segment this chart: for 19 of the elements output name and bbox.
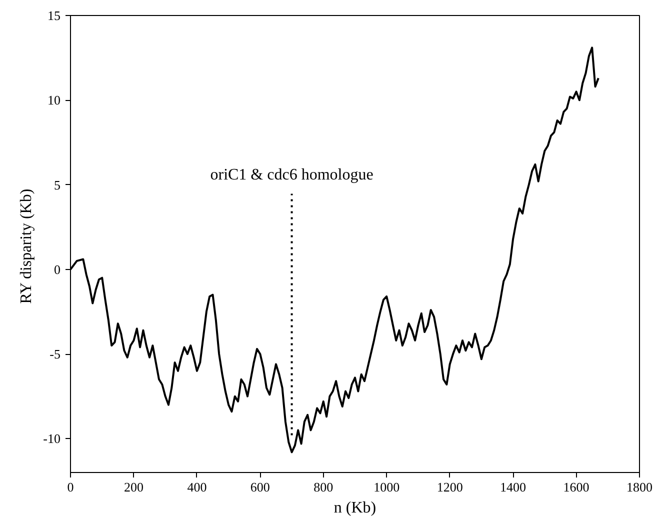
x-tick-label: 0 [67, 480, 74, 494]
x-tick-label: 200 [124, 480, 144, 494]
y-tick-label: -5 [50, 346, 61, 362]
x-tick-label: 1200 [436, 480, 463, 494]
y-tick-label: 0 [54, 262, 60, 277]
x-axis-title: n (Kb) [334, 500, 376, 516]
x-tick-label: 1000 [374, 480, 400, 494]
y-axis-title: RY disparity (Kb) [18, 188, 36, 304]
x-tick-label: 400 [187, 480, 207, 494]
y-tick-label: 15 [48, 8, 60, 23]
x-tick-label: 600 [250, 480, 270, 494]
y-tick-label: 10 [48, 92, 60, 108]
x-tick-label: 1800 [626, 480, 652, 494]
x-tick-label: 800 [314, 480, 334, 494]
x-tick-label: 1600 [563, 480, 590, 494]
ref-line-label: oriC1 & cdc6 homologue [210, 166, 374, 184]
y-tick-label: -10 [43, 431, 61, 446]
y-tick-label: 5 [54, 177, 60, 192]
x-tick-label: 1400 [500, 480, 526, 494]
